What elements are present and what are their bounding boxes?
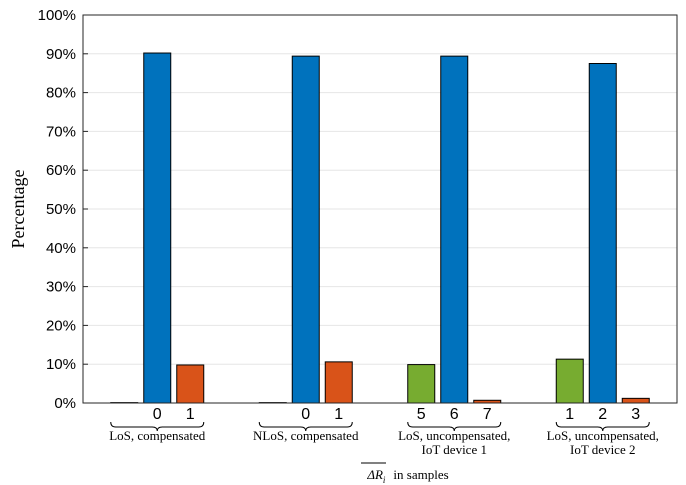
bar-orange (176, 364, 205, 404)
bar-blue (440, 55, 469, 404)
x-tick-label: 0 (153, 406, 162, 423)
x-tick-label: 3 (631, 406, 640, 423)
group-brace (258, 421, 353, 432)
x-axis-title-suffix: in samples (393, 467, 448, 482)
y-tick-label: 90% (46, 46, 76, 63)
x-tick-label: 2 (598, 406, 607, 423)
y-tick-label: 60% (46, 162, 76, 179)
x-tick-label: 1 (565, 406, 574, 423)
group-brace (555, 421, 650, 432)
bar-green (555, 358, 584, 404)
x-tick-label: 5 (417, 406, 426, 423)
y-tick-label: 10% (46, 356, 76, 373)
group-label: LoS, uncompensated, (547, 428, 659, 443)
y-tick-label: 40% (46, 240, 76, 257)
bars (110, 52, 650, 404)
y-tick-label: 0% (54, 395, 76, 412)
y-tick-label: 30% (46, 279, 76, 296)
bar-blue (143, 52, 172, 404)
bar-orange (324, 361, 353, 404)
y-tick-label: 80% (46, 85, 76, 102)
y-tick-label: 70% (46, 123, 76, 140)
x-tick-label: 1 (186, 406, 195, 423)
group-label: LoS, compensated (109, 428, 206, 443)
x-tick-label: 1 (334, 406, 343, 423)
y-tick-label: 50% (46, 201, 76, 218)
group-brace (110, 421, 205, 432)
y-tick-label: 20% (46, 317, 76, 334)
x-axis-title: ΔRi in samples (366, 467, 448, 485)
group-brace (407, 421, 502, 432)
x-tick-label: 7 (483, 406, 492, 423)
group-label: IoT device 2 (570, 442, 635, 457)
x-tick-label: 0 (301, 406, 310, 423)
y-tick-label: 100% (38, 7, 76, 24)
y-axis-title: Percentage (8, 170, 28, 249)
group-label: IoT device 1 (422, 442, 487, 457)
bar-blue (291, 55, 320, 404)
bar-blue (588, 63, 617, 404)
y-axis-ticks: 0% 10% 20% 30% 40% 50% 60% 70% 80% 90% 100% (38, 7, 88, 412)
x-axis-title-symbol: ΔR (366, 467, 383, 482)
group-label: LoS, uncompensated, (398, 428, 510, 443)
x-tick-label: 6 (450, 406, 459, 423)
bar-orange (621, 397, 650, 404)
x-axis-title-subscript: i (383, 475, 386, 485)
bar-green (407, 364, 436, 404)
group-label: NLoS, compensated (253, 428, 359, 443)
x-axis-categories: 0 1 LoS, compensated 0 1 NLoS, compensated 5 6 7… (109, 406, 659, 457)
grid-lines (83, 53, 677, 365)
